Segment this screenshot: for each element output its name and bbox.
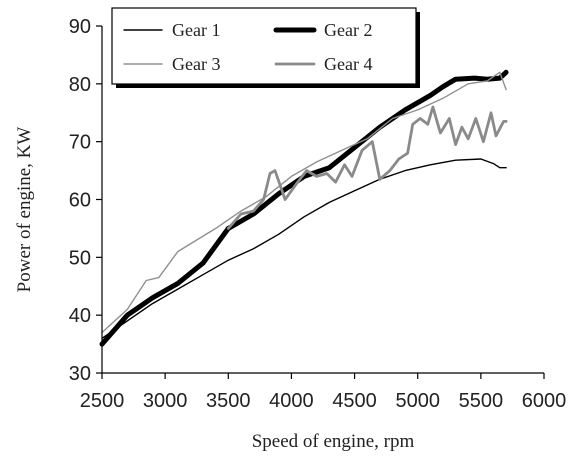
axes-layer: 30 40 50 60 70 80 90 2500 3000 3500 4000 4500 5000 55… [69,16,567,412]
legend-label: Gear 2 [324,20,372,40]
legend-label: Gear 4 [324,54,372,74]
x-tick-label: 5000 [395,390,440,412]
x-tick-label: 2500 [80,390,125,412]
x-tick-label: 3500 [206,390,251,412]
x-axis-title: Speed of engine, rpm [252,431,415,452]
series-line-gear-1 [101,158,507,339]
x-tick-label: 5500 [459,390,504,412]
legend-box [111,7,417,85]
y-tick-label: 30 [69,363,91,385]
y-tick-label: 70 [69,132,91,154]
series-line-gear-4 [226,105,508,230]
y-axis-title: Power of engine, KW [14,127,35,293]
series-layer [99,69,509,347]
legend: Gear 1 Gear 2 Gear 3 Gear 4 [111,7,420,88]
series-line-gear-3 [101,71,507,334]
y-tick-label: 90 [69,16,91,38]
x-tick-label: 4500 [332,390,377,412]
x-tick-label: 4000 [269,390,314,412]
x-tick-label: 3000 [143,390,188,412]
legend-label: Gear 3 [172,54,220,74]
y-tick-label: 50 [69,247,91,269]
y-tick-label: 80 [69,74,91,96]
legend-label: Gear 1 [172,20,220,40]
y-tick-label: 40 [69,305,91,327]
y-tick-label: 60 [69,190,91,212]
series-line-gear-2 [99,69,509,347]
x-tick-label: 6000 [522,390,567,412]
